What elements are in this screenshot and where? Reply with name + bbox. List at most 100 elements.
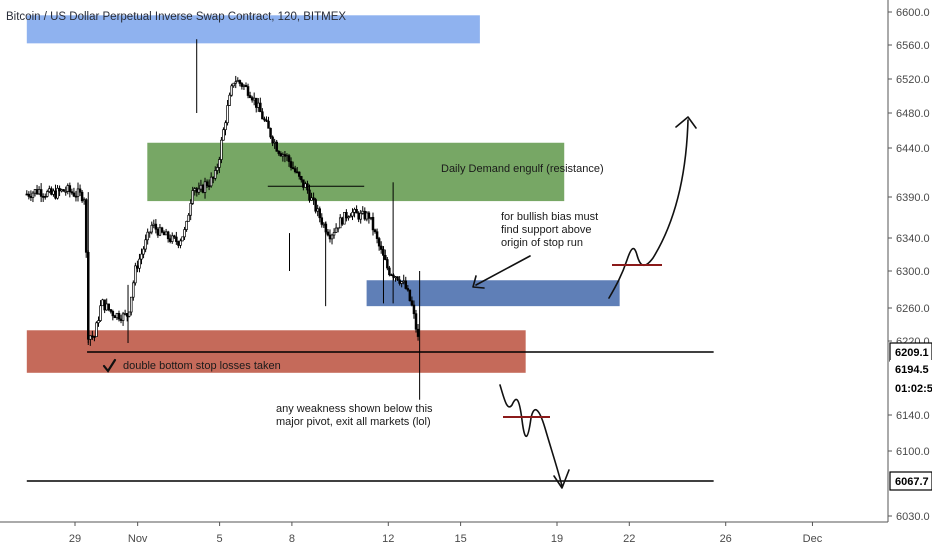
candle (246, 83, 250, 99)
candle (205, 179, 209, 188)
demand-annotation: Daily Demand engulf (resistance) (441, 163, 604, 175)
candle (43, 193, 47, 200)
candle (144, 234, 147, 253)
candle (367, 211, 371, 224)
candle (127, 311, 131, 318)
y-tick-label: 6100.0 (896, 446, 930, 458)
time-axis[interactable]: 29 Nov 5 8 12 15 19 22 26 Dec (0, 521, 888, 545)
candle (396, 276, 399, 281)
price-axis[interactable]: 6600.0 6560.0 6520.0 6480.0 6440.0 6390.0 6340… (887, 0, 932, 550)
candle (277, 150, 281, 156)
horizontal-lines-layer (26, 185, 714, 482)
candle (410, 296, 414, 307)
candle (31, 191, 35, 203)
candle (283, 150, 287, 163)
candle (351, 208, 354, 221)
candle (93, 335, 96, 342)
candles-layer (25, 39, 421, 400)
candle (330, 233, 334, 245)
bearish-projection-path (499, 384, 563, 487)
candle (218, 156, 221, 174)
candle (234, 75, 237, 89)
candle (336, 227, 340, 233)
candle (148, 231, 151, 238)
candle (134, 262, 137, 286)
candle (267, 116, 270, 129)
candle (68, 182, 72, 198)
candle (46, 189, 49, 198)
price-tag-box (889, 471, 932, 491)
candle (332, 228, 336, 239)
pointer-arrow-shaft (475, 255, 531, 286)
price-tag-label: 6194.5 (895, 364, 929, 376)
x-tick-label: 26 (720, 533, 732, 545)
candle (209, 172, 213, 188)
candle (386, 257, 389, 271)
candle (154, 219, 158, 234)
candle (95, 321, 98, 337)
candle (117, 310, 121, 322)
plot-area[interactable] (0, 0, 888, 520)
price-tag-label: 6067.7 (895, 476, 929, 488)
candle (109, 309, 113, 314)
x-tick-label: 5 (217, 533, 223, 545)
double-bottom-annotation: double bottom stop losses taken (123, 360, 281, 372)
candle (146, 228, 149, 245)
candle (222, 127, 225, 141)
weakness-line-1: any weakness shown below this (276, 403, 433, 415)
candle (408, 289, 412, 302)
x-tick-label: 19 (551, 533, 563, 545)
price-tag-box (890, 378, 932, 397)
price-tag-label: 6209.1 (895, 347, 929, 359)
candle (275, 139, 278, 152)
x-tick-label: Dec (803, 533, 823, 545)
candle (232, 82, 235, 88)
candle (298, 171, 301, 180)
candle (183, 226, 186, 241)
candle (224, 120, 227, 136)
candle (230, 83, 233, 97)
candle (345, 209, 348, 222)
zone-blue-supply[interactable] (26, 15, 480, 44)
candle (166, 230, 170, 243)
candle (121, 311, 125, 326)
candle (414, 309, 418, 333)
candle (359, 209, 362, 224)
candle (191, 186, 194, 206)
projection-drawings (472, 116, 697, 489)
y-tick-label: 6480.0 (896, 108, 930, 120)
candle (228, 92, 231, 106)
candle (300, 175, 303, 183)
candle (84, 198, 88, 258)
candle (412, 300, 416, 319)
candle (263, 116, 266, 122)
y-tick-label: 6140.0 (896, 410, 930, 422)
candle (326, 229, 330, 237)
candle (349, 213, 352, 218)
candle (189, 199, 192, 221)
x-tick-label: 15 (454, 533, 466, 545)
zone-daily-demand[interactable] (147, 142, 565, 202)
candle (334, 223, 338, 233)
y-tick-label: 6560.0 (896, 40, 930, 52)
weakness-line-2: major pivot, exit all markets (lol) (276, 416, 431, 428)
candle (226, 99, 229, 126)
candle (89, 335, 92, 346)
price-tag-box (890, 360, 932, 378)
candle (160, 226, 164, 234)
candle (187, 212, 190, 222)
bullish-projection-path (608, 119, 689, 299)
candle (220, 136, 223, 164)
bullish-bias-line-1: for bullish bias must (501, 211, 598, 223)
bullish-bias-line-3: origin of stop run (501, 237, 583, 249)
candle (343, 212, 346, 225)
candle (269, 127, 272, 139)
candle (416, 324, 420, 341)
candle (62, 188, 65, 192)
candle (318, 206, 321, 223)
y-tick-label: 6260.0 (896, 303, 930, 315)
candle (308, 184, 311, 203)
candle (377, 236, 381, 251)
candle (379, 241, 383, 254)
